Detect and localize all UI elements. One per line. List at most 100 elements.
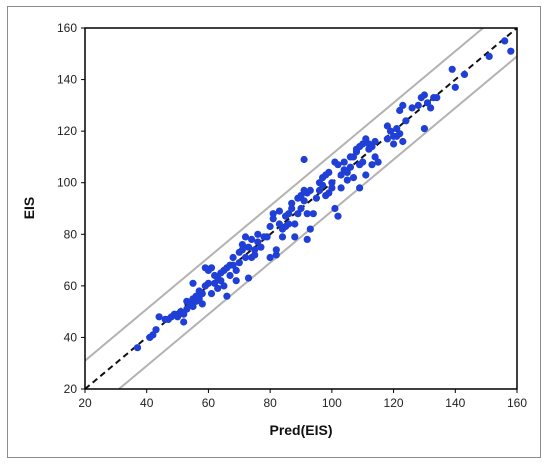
data-point bbox=[180, 318, 188, 326]
data-point bbox=[303, 235, 311, 243]
data-point bbox=[374, 158, 382, 166]
data-point bbox=[285, 220, 293, 228]
x-tick-label: 40 bbox=[140, 396, 154, 410]
data-point bbox=[346, 163, 354, 171]
data-point bbox=[343, 176, 351, 184]
data-point bbox=[362, 171, 370, 179]
y-tick-label: 120 bbox=[57, 124, 77, 138]
data-point bbox=[294, 210, 302, 218]
data-point bbox=[396, 130, 404, 138]
data-point bbox=[241, 233, 250, 241]
data-point bbox=[340, 158, 348, 166]
data-point bbox=[244, 243, 253, 251]
data-point bbox=[204, 279, 212, 287]
data-point bbox=[278, 233, 287, 241]
data-point bbox=[174, 313, 182, 321]
data-point bbox=[312, 194, 320, 202]
data-point bbox=[232, 266, 240, 274]
data-point bbox=[266, 222, 274, 231]
data-point bbox=[254, 230, 262, 238]
y-tick-label: 60 bbox=[64, 279, 78, 293]
y-tick-label: 140 bbox=[57, 73, 77, 87]
data-point bbox=[217, 277, 225, 285]
data-point bbox=[275, 207, 283, 215]
data-point bbox=[501, 37, 509, 45]
data-point bbox=[337, 184, 345, 192]
data-point bbox=[371, 137, 379, 146]
data-point bbox=[334, 212, 342, 220]
data-point bbox=[402, 117, 410, 125]
y-tick-label: 40 bbox=[64, 330, 78, 344]
x-tick-label: 20 bbox=[78, 396, 92, 410]
scatter-plot: 20 40 60 80 100 120 140 160 20 40 60 80 100 120 140 16… bbox=[21, 21, 527, 438]
data-point bbox=[223, 292, 231, 300]
data-point bbox=[328, 179, 336, 187]
data-point bbox=[390, 140, 398, 148]
x-tick-label: 120 bbox=[384, 396, 404, 410]
data-point bbox=[303, 210, 311, 218]
data-point bbox=[297, 192, 305, 200]
data-point bbox=[241, 253, 250, 262]
data-point bbox=[383, 135, 391, 143]
data-point bbox=[349, 174, 358, 182]
data-point bbox=[331, 204, 339, 213]
data-point bbox=[133, 344, 142, 352]
data-point bbox=[356, 184, 364, 192]
data-point bbox=[149, 331, 157, 339]
data-point bbox=[420, 91, 428, 99]
x-tick-label: 160 bbox=[507, 396, 527, 410]
data-point bbox=[427, 104, 435, 112]
data-point bbox=[285, 210, 293, 218]
data-point bbox=[371, 153, 379, 161]
data-point bbox=[328, 184, 336, 192]
data-point bbox=[207, 264, 216, 272]
y-axis-ticks: 20 40 60 80 100 120 140 160 bbox=[57, 21, 85, 396]
data-point bbox=[214, 284, 222, 292]
y-axis-title: EIS bbox=[21, 197, 37, 220]
data-point bbox=[291, 233, 299, 241]
data-point bbox=[288, 199, 296, 207]
data-point bbox=[408, 104, 416, 112]
data-point bbox=[232, 277, 240, 285]
y-tick-label: 160 bbox=[57, 21, 77, 35]
data-point bbox=[229, 253, 237, 262]
data-point bbox=[229, 261, 237, 269]
data-point bbox=[460, 70, 469, 78]
x-tick-label: 60 bbox=[202, 396, 216, 410]
data-point bbox=[269, 215, 277, 223]
data-point bbox=[238, 241, 246, 249]
y-tick-label: 80 bbox=[64, 227, 78, 241]
data-point bbox=[300, 197, 308, 205]
data-point bbox=[257, 243, 265, 251]
data-point bbox=[309, 210, 317, 218]
data-point bbox=[297, 204, 305, 213]
data-point bbox=[272, 251, 280, 259]
prediction-bands bbox=[85, 28, 517, 389]
data-point bbox=[263, 233, 271, 241]
data-point bbox=[306, 186, 314, 194]
data-point bbox=[183, 305, 191, 313]
data-points bbox=[133, 37, 515, 352]
data-point bbox=[420, 125, 428, 133]
data-point bbox=[198, 290, 206, 298]
data-point bbox=[251, 251, 259, 259]
data-point bbox=[266, 253, 274, 262]
data-point bbox=[507, 47, 515, 55]
data-point bbox=[235, 259, 243, 267]
data-point bbox=[433, 94, 441, 102]
data-point bbox=[189, 279, 197, 287]
data-point bbox=[334, 161, 342, 169]
data-point bbox=[272, 246, 280, 254]
x-tick-label: 100 bbox=[322, 396, 342, 410]
data-point bbox=[399, 101, 407, 109]
x-axis-ticks: 20 40 60 80 100 120 140 160 bbox=[78, 389, 527, 410]
plot-area-border bbox=[84, 27, 518, 390]
data-point bbox=[152, 326, 160, 334]
data-point bbox=[254, 238, 262, 246]
data-point bbox=[251, 246, 259, 254]
chart-frame: 20 40 60 80 100 120 140 160 20 40 60 80 100 120 140 16… bbox=[7, 6, 541, 458]
lower-band-line bbox=[117, 55, 517, 389]
data-point bbox=[198, 300, 206, 308]
x-axis-title: Pred(EIS) bbox=[269, 422, 332, 438]
x-tick-label: 80 bbox=[263, 396, 277, 410]
